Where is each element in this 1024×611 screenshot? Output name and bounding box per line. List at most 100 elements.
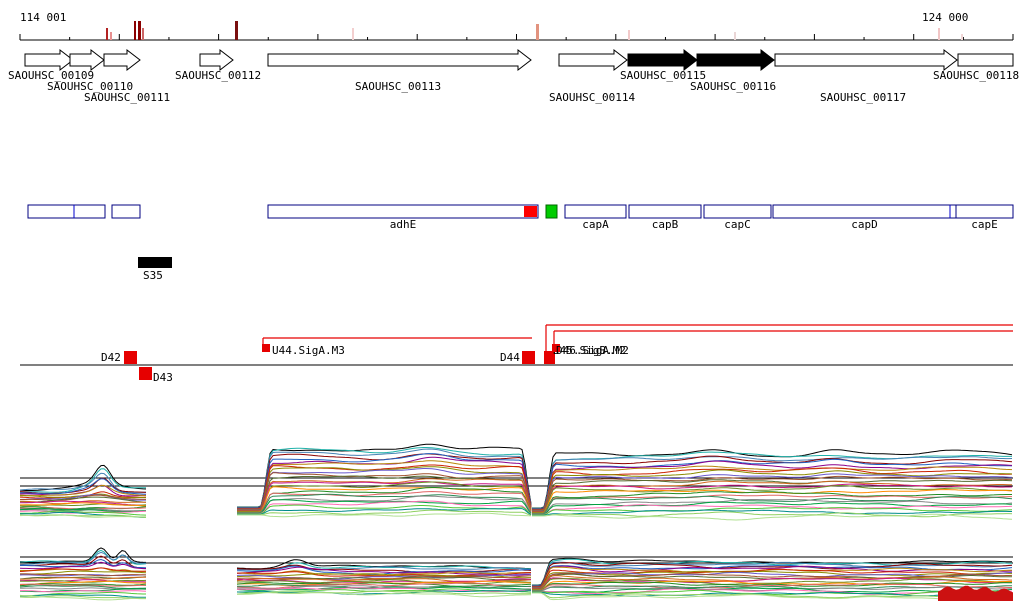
- coverage-curve: [19, 551, 147, 566]
- gene-SAOUHSC_00112[interactable]: [199, 48, 234, 72]
- variant-mark: [142, 28, 144, 40]
- coverage-curve: [237, 490, 532, 513]
- coverage-curve: [532, 465, 1013, 511]
- coverage-curve: [532, 449, 1013, 509]
- gene-box-capD[interactable]: [772, 204, 957, 219]
- gene-SAOUHSC_00114[interactable]: [558, 48, 628, 72]
- variant-mark: [938, 28, 940, 40]
- variant-mark: [536, 24, 539, 40]
- coverage-curve: [532, 582, 1013, 591]
- gene-box-adhE[interactable]: [267, 204, 539, 219]
- coverage-curve: [19, 561, 147, 570]
- gene-label: SAOUHSC_00115: [620, 69, 706, 82]
- coverage-curve: [237, 453, 532, 509]
- gene-label: SAOUHSC_00111: [84, 91, 170, 104]
- tss-marker-D42[interactable]: [124, 351, 137, 364]
- variant-mark: [352, 28, 354, 40]
- coverage-curve: [532, 473, 1013, 512]
- coverage-curve: [237, 495, 532, 514]
- coverage-curve: [236, 566, 532, 576]
- coverage-curve: [237, 478, 532, 512]
- coverage-curve: [532, 494, 1012, 514]
- coverage-curve: [237, 464, 532, 510]
- coverage-curve: [236, 573, 531, 580]
- srna-track: S35: [138, 257, 172, 282]
- coverage-curve: [532, 485, 1013, 513]
- gene-label: SAOUHSC_00117: [820, 91, 906, 104]
- tss-marker-D44[interactable]: [522, 351, 535, 364]
- ruler-end-coordinate: 124 000: [922, 11, 968, 24]
- coverage-curve: [237, 500, 532, 515]
- gene-SAOUHSC_00109[interactable]: [24, 48, 74, 72]
- tss-marker-U44.SigA.M3[interactable]: [262, 344, 270, 352]
- coverage-curve: [532, 458, 1013, 510]
- coverage-curve: [236, 570, 532, 576]
- coverage-curve: [532, 491, 1012, 514]
- gene-box-capE[interactable]: [955, 204, 1014, 219]
- coverage-curve: [237, 487, 532, 513]
- coverage-red-area: [938, 585, 1013, 601]
- expression-panel-2: [19, 547, 1013, 601]
- coverage-curve: [20, 573, 147, 577]
- gene-SAOUHSC_00117[interactable]: [774, 48, 958, 72]
- gene-label: SAOUHSC_00118: [933, 69, 1019, 82]
- coverage-curve: [237, 481, 532, 512]
- tss-marker-D46.SigA.M2[interactable]: [552, 344, 560, 352]
- coverage-curve: [19, 594, 146, 598]
- gene-label: SAOUHSC_00109: [8, 69, 94, 82]
- gene-SAOUHSC_00118[interactable]: [957, 53, 1014, 67]
- coverage-curve: [236, 582, 532, 589]
- gene-SAOUHSC_00115[interactable]: [627, 48, 698, 72]
- coverage-curve: [237, 448, 532, 509]
- variant-mark: [734, 32, 736, 40]
- ruler-start-coordinate: 114 001: [20, 11, 66, 24]
- coverage-curve: [532, 469, 1013, 512]
- gene-box-label: capE: [971, 218, 998, 231]
- tss-track: D42 D43 U44.SigA.M3 D44 D45.SigB.M2D46.SigA.…: [20, 324, 1013, 384]
- coverage-curve: [532, 513, 1013, 521]
- gene-box-capC[interactable]: [703, 204, 772, 219]
- tss-marker-D45.SigB.M2[interactable]: [544, 351, 555, 364]
- coverage-curve: [20, 590, 147, 593]
- coverage-curve: [19, 484, 147, 497]
- coverage-curve: [532, 509, 1012, 516]
- gene-box[interactable]: [545, 204, 558, 219]
- coverage-curve: [532, 507, 1013, 516]
- gene-label: SAOUHSC_00110: [47, 80, 133, 93]
- gene-box-end-marker: [524, 206, 537, 217]
- coverage-curve: [19, 547, 147, 563]
- gene-box-label: adhE: [390, 218, 417, 231]
- srna-box-S35[interactable]: [138, 257, 172, 268]
- gene-label: SAOUHSC_00113: [355, 80, 441, 93]
- tss-marker-D43[interactable]: [139, 367, 152, 380]
- coverage-curve: [19, 514, 146, 518]
- gene-box-capB[interactable]: [628, 204, 702, 219]
- coverage-curve: [19, 567, 147, 572]
- variant-mark: [628, 30, 630, 40]
- coverage-curve: [237, 447, 532, 508]
- gene-SAOUHSC_00110[interactable]: [69, 48, 105, 72]
- gene-box[interactable]: [27, 204, 106, 219]
- gene-box-label: capD: [851, 218, 878, 231]
- srna-label: S35: [143, 269, 163, 282]
- coverage-curve: [20, 478, 147, 495]
- gene-box-capA[interactable]: [564, 204, 627, 219]
- coverage-curve: [19, 576, 147, 580]
- variant-mark: [106, 28, 108, 40]
- gene-SAOUHSC_00113[interactable]: [267, 48, 532, 72]
- gene-label: SAOUHSC_00114: [549, 91, 635, 104]
- gene-SAOUHSC_00116[interactable]: [696, 48, 775, 72]
- coverage-curve: [532, 578, 1012, 590]
- coverage-curve: [532, 589, 1013, 596]
- coverage-curve: [19, 583, 147, 587]
- gene-SAOUHSC_00111[interactable]: [103, 48, 141, 72]
- variant-mark: [134, 21, 136, 40]
- coverage-curve: [20, 494, 147, 501]
- gene-box[interactable]: [111, 204, 141, 219]
- coverage-curve: [19, 472, 147, 493]
- coverage-curve: [19, 496, 147, 503]
- tss-label: D43: [153, 371, 173, 384]
